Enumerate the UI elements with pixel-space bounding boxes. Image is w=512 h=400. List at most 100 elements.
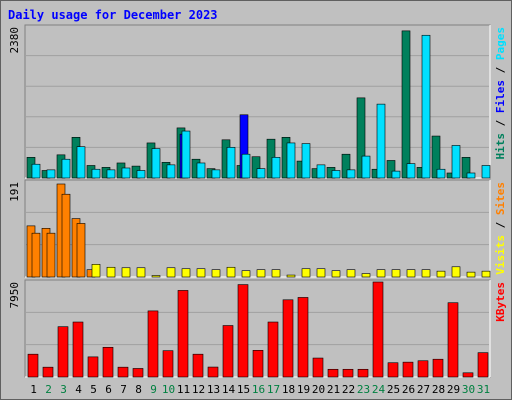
bar-pages — [271, 157, 281, 179]
day-label: 29 — [447, 383, 460, 396]
plot-area-hits — [24, 24, 491, 179]
legend-item: KBytes — [494, 282, 507, 322]
bar-sites — [376, 269, 386, 278]
bar-pages — [106, 169, 116, 179]
bar-hits — [341, 153, 351, 179]
bars-hits — [26, 30, 491, 179]
bar-pages — [346, 169, 356, 179]
bar-pages — [481, 165, 491, 179]
bar-sites — [406, 269, 416, 278]
day-label: 28 — [432, 383, 445, 396]
bar-pages — [136, 170, 146, 179]
bar-pages — [406, 163, 416, 179]
bar-kbytes — [57, 326, 69, 378]
day-label: 13 — [207, 383, 220, 396]
day-label: 17 — [267, 383, 280, 396]
bar-sites — [151, 275, 161, 278]
bar-pages — [466, 172, 476, 179]
day-label: 20 — [312, 383, 325, 396]
day-label: 14 — [222, 383, 236, 396]
legend-item: / — [494, 60, 507, 80]
day-label: 25 — [387, 383, 400, 396]
bar-kbytes — [177, 290, 189, 378]
day-label: 21 — [327, 383, 340, 396]
bar-pages — [286, 142, 296, 179]
bar-kbytes — [297, 297, 309, 378]
bar-sites — [61, 193, 71, 278]
bar-sites — [391, 269, 401, 278]
bar-hits — [461, 157, 471, 179]
bar-sites — [121, 267, 131, 278]
bar-pages — [91, 168, 101, 179]
day-label: 11 — [177, 383, 190, 396]
bar-pages — [421, 34, 431, 179]
bars-visits — [26, 183, 491, 278]
bar-hits — [431, 135, 441, 179]
max-label-visits: 191 — [8, 182, 21, 202]
plot-area-visits — [24, 179, 491, 278]
bar-pages — [61, 158, 71, 179]
bar-sites — [451, 266, 461, 278]
bar-sites — [181, 268, 191, 278]
bar-kbytes — [267, 321, 279, 378]
legend-item: / — [494, 113, 507, 133]
bar-sites — [421, 269, 431, 278]
bar-pages — [31, 163, 41, 179]
bar-kbytes — [87, 356, 99, 378]
bar-pages — [226, 147, 236, 179]
day-label: 22 — [342, 383, 355, 396]
bar-pages — [436, 168, 446, 179]
bar-sites — [346, 269, 356, 278]
bar-pages — [241, 153, 251, 179]
bar-kbytes — [357, 368, 369, 378]
day-label: 7 — [120, 383, 127, 396]
legend-item: Pages — [494, 27, 507, 60]
bar-sites — [361, 273, 371, 278]
panel-hits: 2380 Hits / Files / Pages — [8, 24, 507, 179]
bar-kbytes — [417, 360, 429, 378]
legend-hits: Hits / Files / Pages — [494, 27, 507, 160]
day-label: 3 — [60, 383, 67, 396]
bar-pages — [166, 164, 176, 179]
bar-pages — [151, 148, 161, 179]
day-label: 18 — [282, 383, 295, 396]
bar-pages — [256, 168, 266, 179]
bar-hits — [356, 97, 366, 179]
day-label: 5 — [90, 383, 97, 396]
day-label: 6 — [105, 383, 112, 396]
bar-pages — [301, 143, 311, 179]
day-label: 27 — [417, 383, 430, 396]
bar-kbytes — [162, 350, 174, 378]
bar-kbytes — [447, 302, 459, 378]
bar-kbytes — [462, 372, 474, 378]
panel-kbytes: 7950 KBytes — [8, 279, 507, 378]
day-label: 10 — [162, 383, 175, 396]
bar-kbytes — [102, 346, 114, 378]
day-label: 31 — [477, 383, 490, 396]
bar-hits — [401, 30, 411, 179]
bar-kbytes — [222, 325, 234, 378]
legend-kbytes: KBytes — [494, 282, 507, 322]
max-label-hits: 2380 — [8, 27, 21, 54]
bar-sites — [136, 267, 146, 278]
day-label: 1 — [30, 383, 37, 396]
bar-sites — [271, 269, 281, 278]
bar-hits — [386, 160, 396, 179]
bar-kbytes — [327, 368, 339, 378]
day-label: 23 — [357, 383, 370, 396]
bar-kbytes — [27, 353, 39, 378]
legend-item: / — [494, 215, 507, 235]
bar-sites — [316, 268, 326, 278]
bar-pages — [316, 164, 326, 179]
legend-item: Hits — [494, 133, 507, 160]
bar-sites — [46, 232, 56, 278]
bar-pages — [181, 130, 191, 179]
bar-kbytes — [207, 366, 219, 378]
day-label: 30 — [462, 383, 475, 396]
bar-kbytes — [477, 352, 489, 378]
bar-pages — [451, 145, 461, 179]
bar-sites — [31, 232, 41, 278]
bar-pages — [361, 155, 371, 179]
legend-item: Visits — [494, 235, 507, 275]
